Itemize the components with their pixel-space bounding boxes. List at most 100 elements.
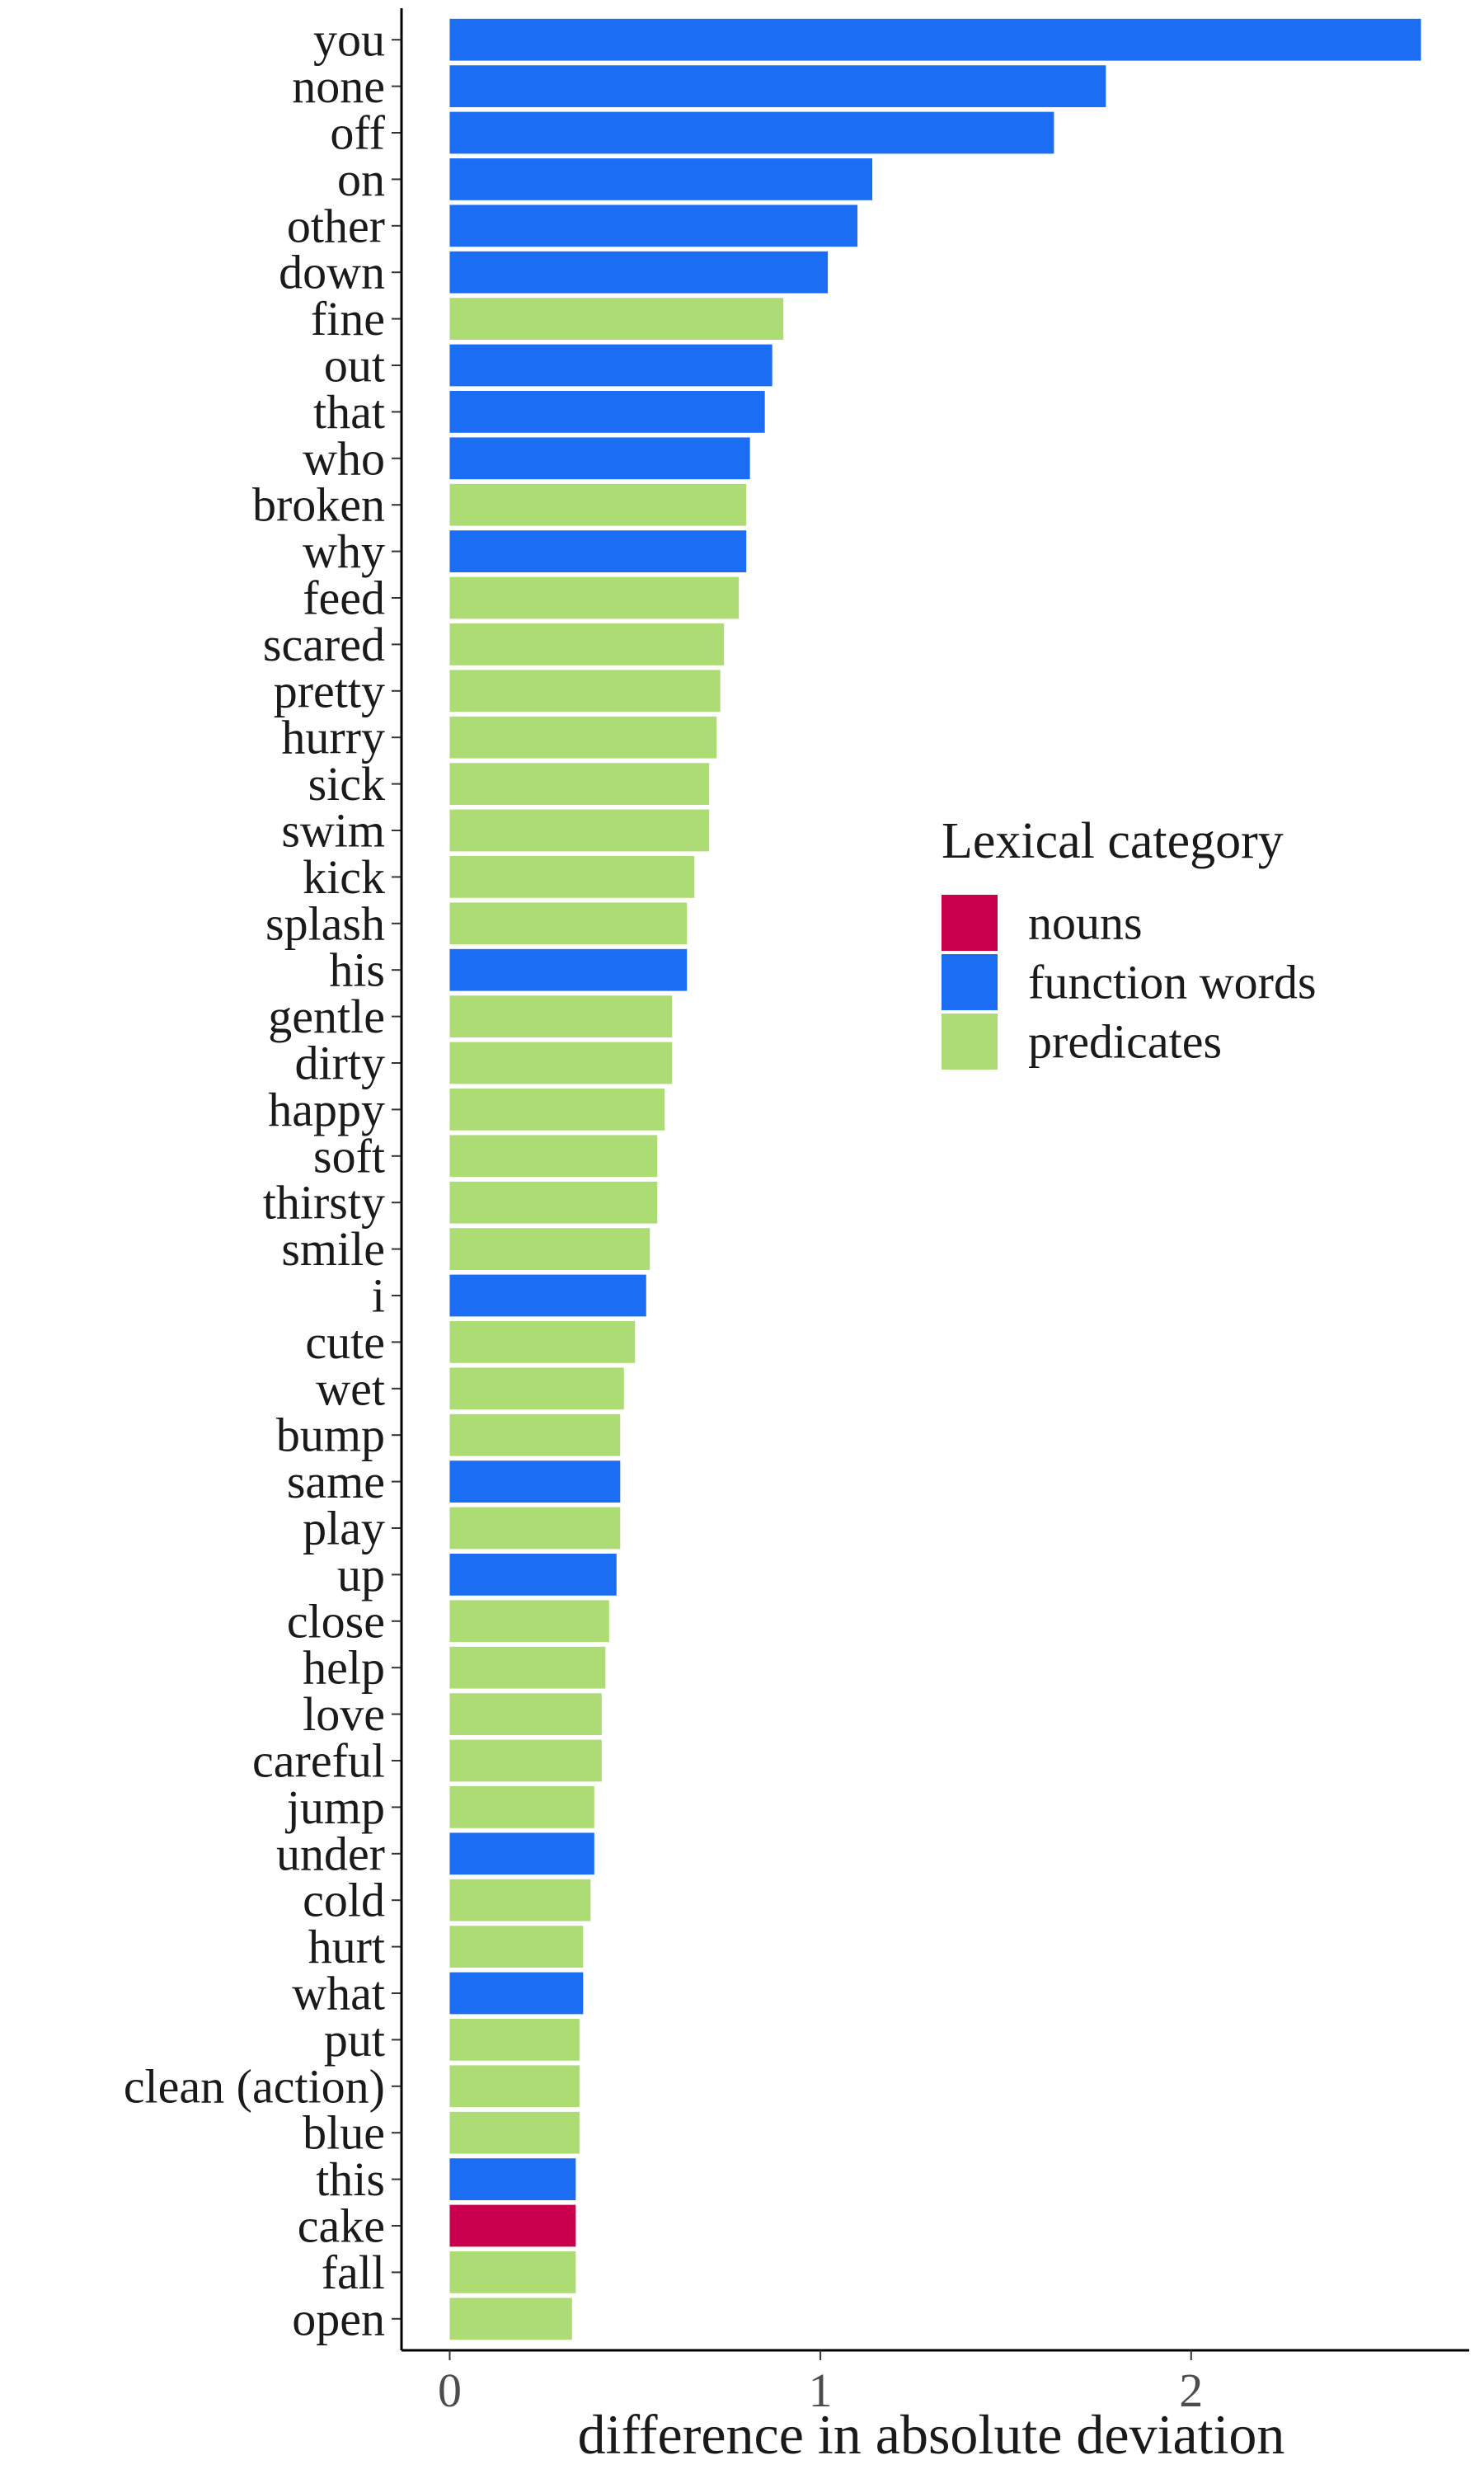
x-tick-label-1: 1 bbox=[809, 2363, 833, 2417]
bar-none bbox=[449, 65, 1106, 107]
y-tick-label-hurry: hurry bbox=[281, 711, 385, 764]
y-tick-label-swim: swim bbox=[281, 804, 385, 858]
y-tick-label-out: out bbox=[324, 339, 385, 393]
y-tick-label-cold: cold bbox=[303, 1874, 385, 1927]
y-tick-label-open: open bbox=[292, 2292, 385, 2345]
bar-swim bbox=[449, 809, 710, 852]
bar-love bbox=[449, 1693, 602, 1735]
bar-off bbox=[449, 111, 1054, 154]
y-tick-label-pretty: pretty bbox=[274, 664, 385, 717]
bar-happy bbox=[449, 1089, 665, 1131]
y-tick-label-what: what bbox=[292, 1967, 385, 2020]
bar-scared bbox=[449, 623, 725, 666]
y-tick-label-jump: jump bbox=[285, 1780, 385, 1834]
legend-title: Lexical category bbox=[942, 813, 1284, 869]
bar-splash bbox=[449, 902, 688, 945]
bar-why bbox=[449, 530, 747, 572]
bar-put bbox=[449, 2019, 580, 2061]
y-tick-label-on: on bbox=[337, 153, 385, 206]
bar-pretty bbox=[449, 670, 721, 713]
bar-who bbox=[449, 437, 750, 480]
bar-on bbox=[449, 158, 873, 200]
y-tick-label-his: his bbox=[329, 943, 385, 997]
y-tick-label-sick: sick bbox=[308, 757, 385, 811]
y-tick-label-kick: kick bbox=[303, 850, 385, 904]
y-tick-label-under: under bbox=[276, 1827, 385, 1880]
y-tick-label-broken: broken bbox=[252, 478, 385, 532]
y-tick-label-why: why bbox=[303, 524, 385, 578]
legend-label-nouns: nouns bbox=[1028, 896, 1143, 950]
y-tick-label-smile: smile bbox=[281, 1222, 385, 1276]
bar-hurry bbox=[449, 716, 717, 759]
bar-what bbox=[449, 1972, 584, 2015]
bar-open bbox=[449, 2298, 572, 2340]
bar-smile bbox=[449, 1228, 650, 1270]
legend-swatch-predicates bbox=[942, 1014, 998, 1070]
x-axis: 0 1 2 bbox=[402, 2349, 1469, 2417]
y-tick-label-gentle: gentle bbox=[268, 990, 385, 1043]
bar-fine bbox=[449, 298, 784, 340]
bar-gentle bbox=[449, 995, 673, 1037]
y-tick-label-cute: cute bbox=[305, 1315, 385, 1369]
bar-his bbox=[449, 948, 688, 991]
bar-cake bbox=[449, 2204, 576, 2247]
y-tick-label-who: who bbox=[303, 431, 385, 485]
bar-you bbox=[449, 18, 1421, 61]
bars-group bbox=[449, 18, 1421, 2340]
bar-blue bbox=[449, 2111, 580, 2154]
bar-close bbox=[449, 1600, 609, 1643]
y-tick-label-soft: soft bbox=[313, 1129, 385, 1183]
x-tick-label-2: 2 bbox=[1179, 2363, 1203, 2417]
x-tick-label-0: 0 bbox=[438, 2363, 462, 2417]
bar-sick bbox=[449, 763, 710, 805]
y-tick-label-close: close bbox=[287, 1594, 385, 1648]
y-tick-label-this: this bbox=[316, 2152, 385, 2206]
y-tick-label-love: love bbox=[303, 1687, 385, 1741]
legend-swatch-function bbox=[942, 954, 998, 1010]
y-tick-label-put: put bbox=[324, 2013, 385, 2067]
legend: Lexical category nouns function words pred… bbox=[942, 813, 1317, 1070]
y-tick-label-clean-action: clean (action) bbox=[124, 2059, 385, 2113]
bar-cold bbox=[449, 1879, 591, 1921]
legend-swatch-nouns bbox=[942, 895, 998, 951]
y-tick-label-none: none bbox=[292, 59, 385, 113]
bar-same bbox=[449, 1460, 621, 1503]
bar-that bbox=[449, 391, 765, 433]
bar-bump bbox=[449, 1413, 621, 1456]
y-tick-label-off: off bbox=[330, 106, 385, 160]
bar-other bbox=[449, 205, 858, 247]
bar-feed bbox=[449, 576, 740, 619]
x-axis-title: difference in absolute deviation bbox=[578, 2403, 1285, 2466]
y-tick-label-hurt: hurt bbox=[308, 1920, 385, 1973]
bar-this bbox=[449, 2158, 576, 2200]
y-tick-label-that: that bbox=[313, 385, 385, 439]
y-tick-label-help: help bbox=[303, 1641, 385, 1695]
bar-dirty bbox=[449, 1042, 673, 1084]
bar-jump bbox=[449, 1786, 594, 1828]
legend-label-predicates: predicates bbox=[1028, 1015, 1222, 1069]
y-axis: younoneoffonotherdownfineoutthatwhobroke… bbox=[124, 8, 403, 2350]
y-tick-label-scared: scared bbox=[263, 618, 385, 671]
y-tick-label-fall: fall bbox=[322, 2246, 385, 2299]
legend-label-function: function words bbox=[1028, 956, 1317, 1009]
y-tick-label-splash: splash bbox=[265, 896, 385, 950]
bar-kick bbox=[449, 856, 695, 898]
y-tick-label-fine: fine bbox=[311, 292, 385, 346]
y-tick-label-bump: bump bbox=[276, 1409, 385, 1462]
bar-play bbox=[449, 1507, 621, 1550]
y-tick-label-i: i bbox=[372, 1269, 385, 1323]
y-tick-label-same: same bbox=[287, 1455, 385, 1508]
y-tick-label-thirsty: thirsty bbox=[263, 1176, 385, 1230]
y-tick-label-dirty: dirty bbox=[294, 1037, 385, 1090]
y-tick-label-wet: wet bbox=[316, 1362, 385, 1415]
bar-fall bbox=[449, 2251, 576, 2293]
bar-clean-action bbox=[449, 2065, 580, 2108]
bar-down bbox=[449, 251, 829, 294]
y-tick-label-other: other bbox=[287, 199, 385, 252]
bar-broken bbox=[449, 483, 747, 526]
bar-out bbox=[449, 344, 773, 387]
bar-soft bbox=[449, 1135, 658, 1178]
bar-cute bbox=[449, 1321, 636, 1363]
y-tick-label-happy: happy bbox=[268, 1083, 385, 1136]
